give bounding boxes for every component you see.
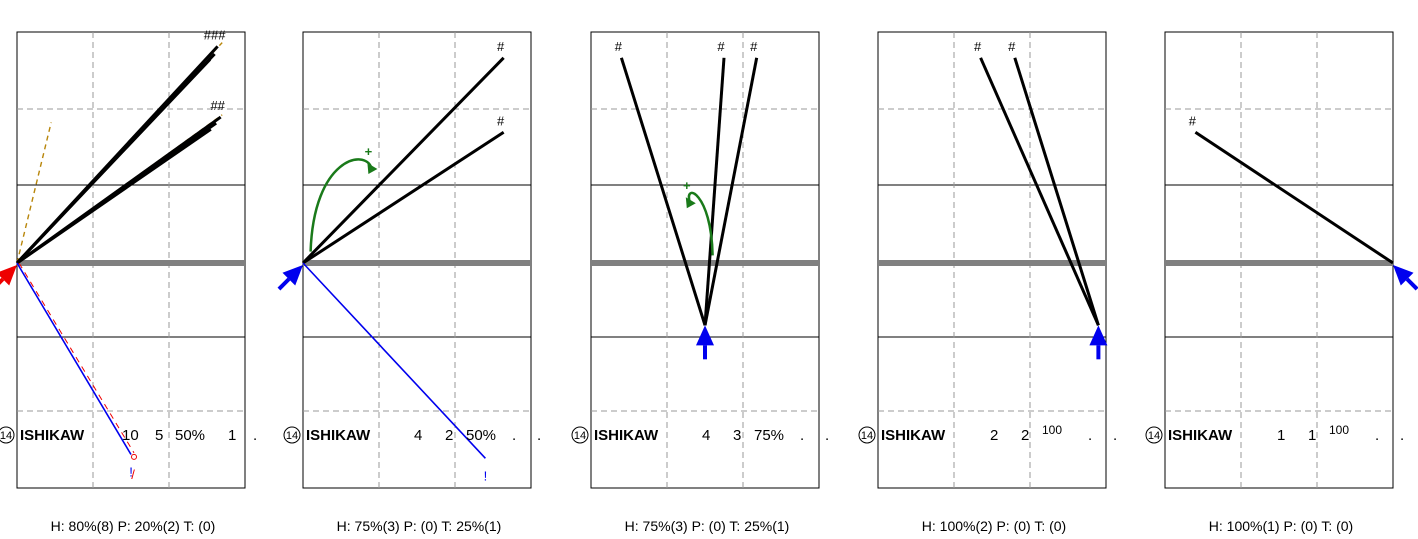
summary-text: H: 80%(8) P: 20%(2) T: (0) bbox=[51, 518, 216, 534]
origin-arrow bbox=[1089, 325, 1108, 346]
player-number-badge: 14 bbox=[283, 426, 301, 444]
stat-c5: . bbox=[1113, 427, 1117, 444]
stat-pct: 50% bbox=[466, 427, 496, 444]
number-circle bbox=[0, 426, 15, 444]
red-path bbox=[18, 262, 135, 454]
foul-mark: ! bbox=[129, 465, 133, 480]
stat-c2: 2 bbox=[445, 427, 453, 444]
green-mark: + bbox=[365, 144, 373, 159]
hit-mark: # bbox=[750, 39, 758, 54]
stat-c2: 3 bbox=[733, 427, 741, 444]
stat-pct: 100 bbox=[1329, 423, 1349, 437]
stat-c4: . bbox=[800, 427, 804, 444]
player-number-badge: 14 bbox=[571, 426, 589, 444]
panel-2: # #! +14 ISHIKAW 4 2 50%. . H: 75%(3) P: (0) T: … bbox=[277, 31, 541, 534]
hit-mark: # bbox=[717, 39, 725, 54]
trajectory-dashed bbox=[16, 122, 52, 264]
hit-mark: # bbox=[1189, 113, 1197, 128]
player-number: 14 bbox=[286, 430, 298, 442]
summary-text: H: 75%(3) P: (0) T: 25%(1) bbox=[337, 518, 502, 534]
green-arrowhead bbox=[367, 163, 378, 174]
hit-mark: # bbox=[1008, 39, 1016, 54]
stat-c2: 5 bbox=[155, 427, 163, 444]
panel-1: #####!/14 ISHIKAW 10 5 50% 1 .H: 80%(8) P: 20%… bbox=[0, 27, 257, 534]
summary-text: H: 100%(1) P: (0) T: (0) bbox=[1209, 518, 1353, 534]
stat-c5: . bbox=[825, 427, 829, 444]
origin-arrow-shaft bbox=[1405, 277, 1418, 291]
hit-mark: # bbox=[497, 39, 505, 54]
hit-line bbox=[15, 58, 212, 265]
panel-3: # # # +14 ISHIKAW 4 3 75%. . H: 75%(3) P: (0) T: … bbox=[571, 31, 829, 534]
stat-pct: 100 bbox=[1042, 423, 1062, 437]
stat-c1: 2 bbox=[990, 427, 998, 444]
batter-name: ISHIKAW bbox=[1168, 427, 1233, 444]
number-circle bbox=[571, 426, 589, 444]
hit-mark: # bbox=[615, 39, 623, 54]
hit-mark: # bbox=[974, 39, 982, 54]
player-number: 14 bbox=[1148, 430, 1160, 442]
stat-pct: 50% bbox=[175, 427, 205, 444]
origin-arrow bbox=[696, 325, 714, 346]
player-number-badge: 14 bbox=[0, 426, 15, 444]
stat-c5: . bbox=[537, 427, 541, 444]
panel-4: # #14 ISHIKAW 2 2 100. . H: 100%(2) P: (0) T: (… bbox=[858, 31, 1117, 534]
stat-c5: . bbox=[253, 427, 257, 444]
stat-c1: 4 bbox=[702, 427, 710, 444]
batter-name: ISHIKAW bbox=[20, 427, 85, 444]
green-mark: + bbox=[683, 178, 691, 193]
hit-line bbox=[703, 57, 726, 326]
stat-pct: 75% bbox=[754, 427, 784, 444]
green-curve bbox=[309, 158, 373, 252]
number-circle bbox=[858, 426, 876, 444]
stat-c2: 2 bbox=[1021, 427, 1029, 444]
hit-mark: ## bbox=[210, 98, 225, 113]
stat-c4: . bbox=[1375, 427, 1379, 444]
hit-line bbox=[16, 128, 212, 265]
hit-line bbox=[703, 57, 759, 326]
green-curve bbox=[687, 191, 714, 256]
stat-c1: 4 bbox=[414, 427, 422, 444]
player-number-badge: 14 bbox=[858, 426, 876, 444]
foul-line bbox=[302, 262, 486, 459]
foul-mark: ! bbox=[484, 468, 488, 483]
origin-arrow-shaft bbox=[277, 277, 291, 291]
stat-c1: 10 bbox=[122, 427, 139, 444]
origin-arrow-shaft bbox=[0, 277, 5, 285]
stat-c4: 1 bbox=[228, 427, 236, 444]
player-number: 14 bbox=[861, 430, 873, 442]
panel-5: #14 ISHIKAW 1 1 100. . H: 100%(1) P: (0) T: (0… bbox=[1145, 31, 1418, 534]
hit-line bbox=[1194, 131, 1394, 265]
hit-line bbox=[302, 131, 505, 265]
hit-line bbox=[619, 57, 707, 326]
batter-name: ISHIKAW bbox=[881, 427, 946, 444]
red-mark: / bbox=[131, 467, 135, 482]
summary-text: H: 100%(2) P: (0) T: (0) bbox=[922, 518, 1066, 534]
stat-c1: 1 bbox=[1277, 427, 1285, 444]
hit-line bbox=[1013, 57, 1100, 326]
hit-mark: ### bbox=[204, 27, 226, 42]
stat-c4: . bbox=[1088, 427, 1092, 444]
red-dot bbox=[131, 453, 137, 460]
player-number: 14 bbox=[574, 430, 586, 442]
hit-line bbox=[301, 56, 505, 265]
player-number: 14 bbox=[0, 430, 12, 442]
origin-arrow bbox=[282, 265, 303, 286]
summary-text: H: 75%(3) P: (0) T: 25%(1) bbox=[625, 518, 790, 534]
origin-arrow bbox=[0, 265, 17, 286]
batter-name: ISHIKAW bbox=[306, 427, 371, 444]
origin-arrow bbox=[1393, 265, 1414, 286]
hit-mark: # bbox=[497, 113, 505, 128]
batter-name: ISHIKAW bbox=[594, 427, 659, 444]
player-number-badge: 14 bbox=[1145, 426, 1163, 444]
stat-c5: . bbox=[1400, 427, 1404, 444]
number-circle bbox=[1145, 426, 1163, 444]
stat-c2: 1 bbox=[1308, 427, 1316, 444]
green-arrowhead bbox=[685, 197, 696, 209]
stat-c4: . bbox=[512, 427, 516, 444]
foul-line bbox=[16, 262, 132, 455]
hit-line bbox=[979, 57, 1100, 326]
number-circle bbox=[283, 426, 301, 444]
